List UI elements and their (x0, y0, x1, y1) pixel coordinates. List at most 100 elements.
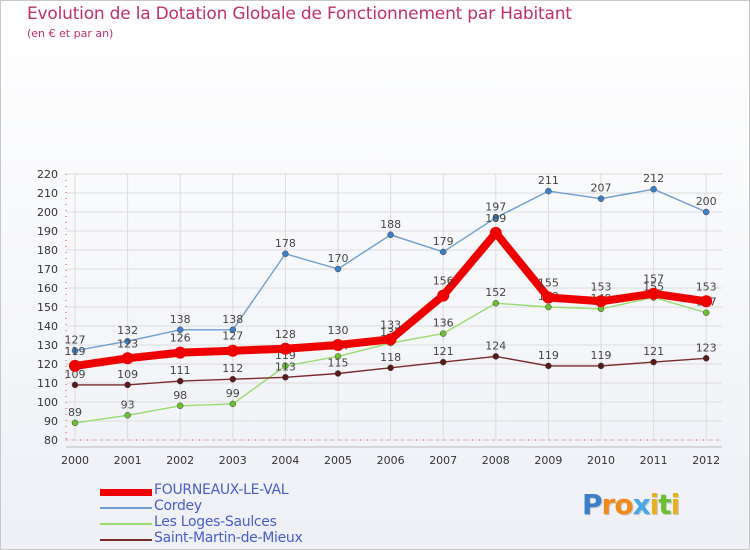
data-label-fourneaux-le-val-2004: 128 (275, 328, 296, 341)
data-label-saint-martin-de-mieux-2005: 115 (328, 357, 349, 370)
y-tick-label-150: 150 (37, 301, 58, 314)
data-label-saint-martin-de-mieux-2008: 124 (485, 339, 506, 352)
data-point-les-loges-saulces-2004 (282, 362, 289, 370)
data-point-cordey-2005 (334, 265, 342, 273)
data-label-fourneaux-le-val-2005: 130 (328, 324, 349, 337)
data-point-fourneaux-le-val-2008 (489, 226, 502, 239)
x-tick-label-2010: 2010 (587, 454, 615, 467)
legend-item-saint-martin: Saint-Martin-de-Mieux (100, 530, 360, 548)
x-tick-label-2007: 2007 (429, 454, 457, 467)
x-tick-label-2006: 2006 (377, 454, 405, 467)
legend-label-fourneaux: FOURNEAUX-LE-VAL (154, 482, 289, 498)
x-tick-label-2009: 2009 (534, 454, 562, 467)
y-tick-label-160: 160 (37, 282, 58, 295)
y-tick-label-90: 90 (44, 415, 58, 428)
data-label-fourneaux-le-val-2006: 133 (380, 318, 401, 331)
data-point-cordey-2008 (492, 214, 500, 221)
y-tick-label-220: 220 (37, 168, 58, 181)
data-label-les-loges-saulces-2001: 93 (121, 398, 135, 411)
y-tick-label-170: 170 (37, 263, 58, 276)
data-point-saint-martin-de-mieux-2001 (124, 381, 131, 389)
data-label-les-loges-saulces-2007: 136 (433, 317, 454, 330)
data-point-cordey-2003 (229, 326, 237, 334)
data-label-cordey-2004: 178 (275, 237, 296, 250)
data-point-saint-martin-de-mieux-2005 (334, 370, 342, 377)
data-point-les-loges-saulces-2008 (492, 299, 500, 307)
x-tick-label-2004: 2004 (271, 454, 299, 467)
data-point-les-loges-saulces-2009 (545, 303, 552, 311)
data-point-saint-martin-de-mieux-2003 (229, 375, 237, 383)
data-label-cordey-2003: 138 (222, 313, 243, 326)
data-point-les-loges-saulces-2012 (702, 309, 710, 316)
data-point-les-loges-saulces-2003 (229, 400, 237, 408)
data-point-cordey-2007 (439, 248, 447, 256)
data-label-saint-martin-de-mieux-2011: 121 (643, 345, 664, 358)
legend-item-loges-saulces: Les Loges-Saulces (100, 514, 360, 532)
data-point-cordey-2009 (545, 187, 552, 195)
legend-item-fourneaux: FOURNEAUX-LE-VAL (100, 482, 360, 500)
data-label-cordey-2007: 179 (433, 235, 454, 248)
x-tick-label-2001: 2001 (114, 454, 142, 467)
x-tick-label-2012: 2012 (692, 454, 720, 467)
data-label-fourneaux-le-val-2007: 156 (433, 275, 454, 288)
x-tick-label-2005: 2005 (324, 454, 352, 467)
data-point-fourneaux-le-val-2009 (542, 291, 555, 304)
x-tick-label-2008: 2008 (482, 454, 510, 467)
data-point-fourneaux-le-val-2007 (437, 289, 450, 302)
data-label-cordey-2002: 138 (170, 313, 191, 326)
data-label-les-loges-saulces-2008: 152 (485, 286, 506, 299)
data-point-fourneaux-le-val-2001 (121, 352, 134, 365)
data-point-cordey-2006 (387, 231, 394, 239)
legend-label-cordey: Cordey (154, 498, 202, 514)
x-tick-label-2002: 2002 (166, 454, 194, 467)
data-label-fourneaux-le-val-2008: 189 (485, 212, 506, 225)
data-label-cordey-2000: 127 (65, 334, 86, 347)
data-label-saint-martin-de-mieux-2002: 111 (170, 364, 191, 377)
data-point-fourneaux-le-val-2005 (332, 339, 344, 351)
data-point-saint-martin-de-mieux-2009 (545, 362, 552, 370)
y-tick-label-140: 140 (37, 320, 58, 333)
data-label-saint-martin-de-mieux-2009: 119 (538, 349, 559, 362)
data-point-fourneaux-le-val-2000 (69, 359, 81, 372)
data-label-les-loges-saulces-2011: 155 (643, 281, 664, 294)
legend-label-saint-martin: Saint-Martin-de-Mieux (154, 530, 303, 546)
data-point-fourneaux-le-val-2011 (647, 287, 660, 300)
legend-label-loges-saulces: Les Loges-Saulces (154, 514, 277, 530)
data-point-fourneaux-le-val-2006 (384, 333, 397, 346)
data-point-fourneaux-le-val-2004 (279, 342, 292, 355)
data-point-les-loges-saulces-2002 (176, 402, 184, 410)
data-point-saint-martin-de-mieux-2012 (702, 355, 710, 362)
data-point-cordey-2004 (282, 250, 289, 258)
data-label-saint-martin-de-mieux-2000: 109 (65, 368, 86, 381)
y-tick-label-130: 130 (37, 339, 58, 352)
data-point-saint-martin-de-mieux-2010 (597, 362, 605, 370)
data-label-les-loges-saulces-2003: 99 (226, 387, 240, 400)
y-tick-label-110: 110 (37, 377, 58, 390)
x-tick-label-2011: 2011 (640, 454, 668, 467)
legend-item-cordey: Cordey (100, 498, 360, 516)
proxiti-logo: Proxiti (582, 488, 680, 521)
data-label-cordey-2008: 197 (485, 201, 506, 214)
x-tick-label-2003: 2003 (219, 454, 247, 467)
data-label-fourneaux-le-val-2002: 126 (170, 332, 191, 345)
data-point-fourneaux-le-val-2012 (700, 295, 713, 308)
data-point-cordey-2002 (176, 326, 184, 334)
data-label-fourneaux-le-val-2003: 127 (222, 330, 243, 343)
legend-swatch-cordey (100, 507, 152, 509)
x-tick-label-2000: 2000 (61, 454, 89, 467)
data-label-fourneaux-le-val-2010: 153 (591, 280, 612, 293)
data-label-cordey-2011: 212 (643, 172, 664, 185)
data-point-saint-martin-de-mieux-2002 (176, 377, 184, 385)
data-label-fourneaux-le-val-2009: 155 (538, 277, 559, 290)
data-label-fourneaux-le-val-2012: 153 (696, 280, 717, 293)
data-label-saint-martin-de-mieux-2006: 118 (380, 351, 401, 364)
data-label-cordey-2001: 132 (117, 324, 138, 337)
data-point-les-loges-saulces-2001 (124, 412, 131, 419)
data-label-saint-martin-de-mieux-2010: 119 (591, 349, 612, 362)
data-point-fourneaux-le-val-2010 (595, 295, 607, 308)
data-label-cordey-2009: 211 (538, 174, 559, 187)
data-label-saint-martin-de-mieux-2003: 112 (222, 362, 243, 375)
data-point-cordey-2011 (650, 185, 657, 193)
